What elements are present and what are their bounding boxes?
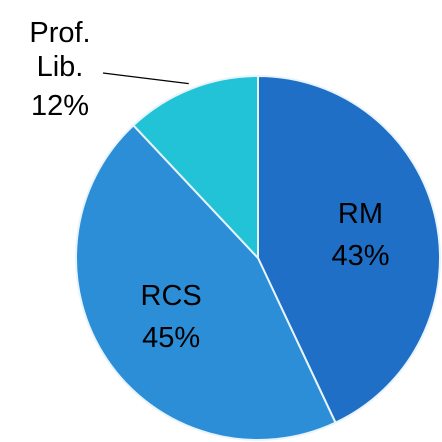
slice-category-label: Prof. Lib.	[29, 17, 91, 83]
slice-category-label: RM	[337, 198, 384, 231]
pie-slice	[75, 123, 337, 441]
slice-value-label: 45%	[142, 322, 201, 355]
pie-slice	[257, 74, 441, 425]
pie-slice	[131, 74, 259, 261]
slice-value-label: 43%	[331, 240, 390, 273]
slice-value-label: 12%	[30, 90, 90, 122]
leader-line	[102, 72, 189, 85]
slice-category-label: RCS	[140, 280, 202, 313]
